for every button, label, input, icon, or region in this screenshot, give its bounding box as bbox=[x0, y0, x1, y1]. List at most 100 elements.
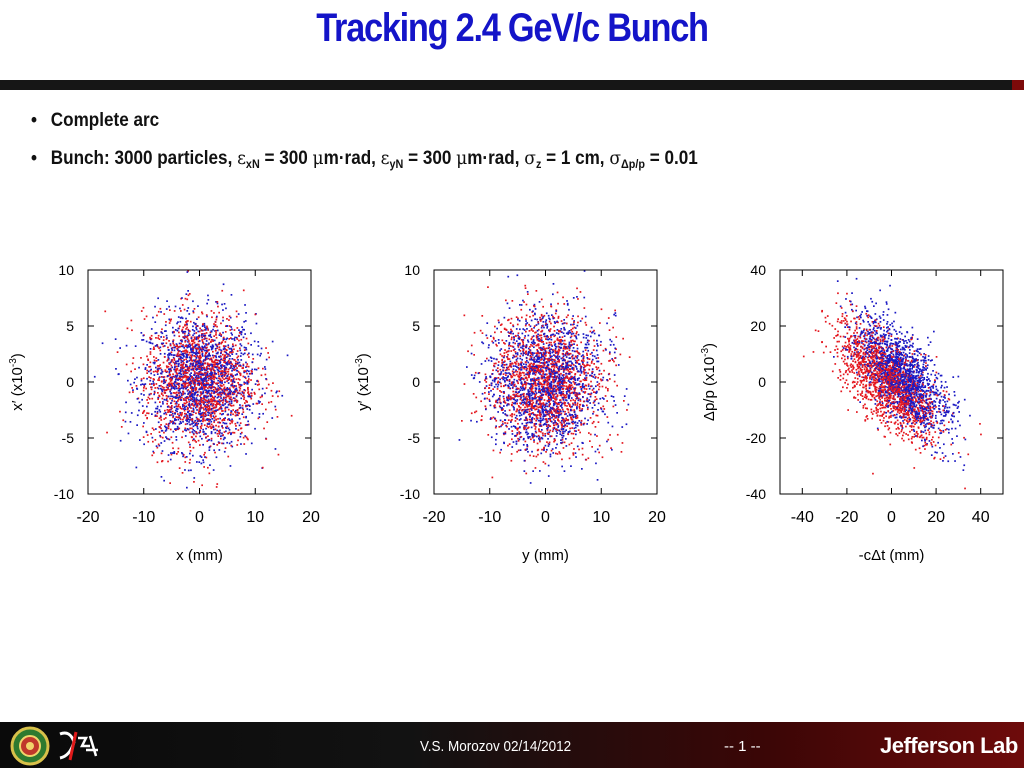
data-point bbox=[224, 366, 226, 369]
data-point bbox=[236, 400, 239, 403]
data-point bbox=[174, 396, 177, 398]
data-point bbox=[522, 363, 525, 365]
data-point bbox=[192, 407, 195, 410]
data-point bbox=[545, 390, 548, 393]
data-point bbox=[207, 367, 209, 370]
data-point bbox=[491, 340, 494, 343]
data-point bbox=[539, 373, 541, 375]
data-point bbox=[528, 368, 531, 371]
data-point bbox=[556, 291, 559, 294]
data-point bbox=[177, 383, 180, 385]
data-point bbox=[265, 347, 267, 349]
data-point bbox=[195, 328, 198, 331]
data-point bbox=[171, 376, 173, 378]
data-point bbox=[571, 330, 574, 333]
data-point bbox=[560, 420, 563, 422]
data-point bbox=[552, 362, 555, 365]
data-point bbox=[201, 333, 203, 335]
data-point bbox=[196, 354, 198, 357]
data-point bbox=[117, 373, 120, 376]
data-point bbox=[233, 400, 236, 402]
data-point bbox=[536, 364, 539, 367]
data-point bbox=[567, 331, 570, 334]
data-point bbox=[203, 430, 205, 433]
data-point bbox=[195, 441, 197, 443]
data-point bbox=[177, 447, 180, 450]
data-point bbox=[534, 389, 537, 391]
data-point bbox=[186, 355, 188, 357]
data-point bbox=[216, 429, 218, 432]
data-point bbox=[198, 380, 201, 383]
data-point bbox=[188, 359, 191, 362]
data-point bbox=[565, 364, 568, 366]
data-point bbox=[240, 344, 243, 347]
data-point bbox=[257, 345, 260, 347]
data-point bbox=[206, 395, 209, 398]
data-point bbox=[522, 350, 524, 353]
data-point bbox=[188, 395, 191, 398]
data-point bbox=[199, 354, 201, 357]
data-point bbox=[597, 409, 599, 411]
data-point bbox=[215, 373, 217, 375]
data-point bbox=[210, 394, 212, 396]
data-point bbox=[500, 371, 503, 373]
data-point bbox=[201, 312, 204, 315]
data-point bbox=[181, 328, 184, 331]
data-point bbox=[195, 379, 198, 382]
data-point bbox=[173, 359, 176, 361]
data-point bbox=[536, 399, 538, 402]
data-point bbox=[215, 301, 217, 303]
data-point bbox=[224, 345, 227, 348]
data-point bbox=[182, 331, 185, 334]
data-point bbox=[561, 441, 564, 444]
data-point bbox=[540, 313, 543, 316]
data-point bbox=[206, 346, 208, 349]
data-point bbox=[572, 323, 574, 326]
data-point bbox=[216, 362, 219, 364]
data-point bbox=[149, 341, 151, 344]
data-point bbox=[188, 340, 190, 342]
data-point bbox=[254, 427, 256, 430]
data-point bbox=[243, 370, 245, 372]
data-point bbox=[517, 387, 520, 390]
data-point bbox=[234, 411, 237, 414]
data-point bbox=[251, 370, 253, 373]
data-point bbox=[523, 428, 526, 431]
data-point bbox=[194, 381, 196, 384]
data-point bbox=[240, 333, 243, 336]
data-point bbox=[179, 397, 182, 400]
data-point bbox=[584, 346, 586, 349]
data-point bbox=[597, 402, 600, 405]
data-point bbox=[198, 371, 201, 373]
data-point bbox=[547, 438, 549, 440]
data-point bbox=[211, 390, 214, 392]
data-point bbox=[199, 413, 201, 416]
data-point bbox=[584, 417, 586, 420]
data-point bbox=[522, 367, 524, 369]
data-point bbox=[525, 346, 527, 349]
data-point bbox=[156, 415, 158, 417]
data-point bbox=[191, 342, 194, 345]
data-point bbox=[553, 393, 556, 396]
data-point bbox=[549, 455, 552, 458]
data-point bbox=[181, 452, 183, 454]
data-point bbox=[562, 381, 564, 383]
data-point bbox=[514, 402, 516, 405]
data-point bbox=[160, 387, 162, 390]
data-point bbox=[554, 352, 557, 355]
data-point bbox=[513, 407, 515, 409]
data-point bbox=[222, 399, 225, 402]
data-point bbox=[588, 339, 590, 342]
data-point bbox=[192, 377, 194, 379]
data-point bbox=[562, 357, 564, 359]
data-point bbox=[497, 383, 500, 386]
data-point bbox=[233, 390, 236, 393]
data-point bbox=[214, 325, 217, 327]
data-point bbox=[187, 376, 190, 378]
data-point bbox=[216, 352, 219, 354]
data-point bbox=[131, 329, 133, 332]
data-point bbox=[224, 358, 226, 361]
data-point bbox=[218, 356, 221, 358]
data-point bbox=[146, 405, 148, 408]
data-point bbox=[251, 361, 254, 363]
